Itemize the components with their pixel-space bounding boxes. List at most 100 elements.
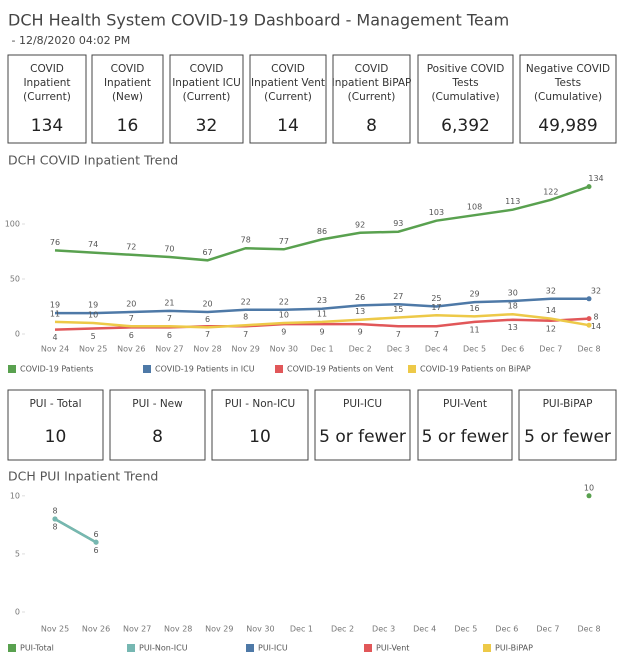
pui-label: PUI - New [132, 398, 183, 410]
data-label: 22 [279, 297, 289, 306]
kpi-label: Inpatient ICU [172, 77, 241, 89]
x-tick-label: Dec 6 [495, 625, 518, 634]
x-tick-label: Dec 8 [577, 345, 600, 354]
kpi-label: Inpatient [23, 77, 70, 89]
pui-value: 5 or fewer [319, 427, 406, 447]
pui-label: PUI-BiPAP [543, 398, 593, 410]
legend-swatch [364, 644, 372, 652]
point [52, 516, 58, 522]
x-tick-label: Dec 4 [425, 345, 448, 354]
pui-card [314, 389, 411, 461]
data-label: 9 [319, 328, 324, 337]
data-label: 20 [126, 300, 136, 309]
x-tick-label: Dec 2 [331, 625, 354, 634]
pui-value: 5 or fewer [422, 427, 509, 447]
kpi-card [249, 54, 327, 144]
kpi-value: 134 [31, 116, 63, 136]
pui-value: 8 [152, 427, 163, 447]
data-label: 20 [202, 300, 212, 309]
x-tick-label: Nov 28 [164, 625, 192, 634]
series-line [55, 297, 589, 315]
x-tick-label: Dec 1 [290, 625, 313, 634]
legend-label: COVID-19 Patients on BiPAP [420, 365, 531, 374]
pui-label: PUI-ICU [343, 398, 382, 410]
data-label: 23 [317, 296, 327, 305]
x-tick-label: Dec 1 [310, 345, 333, 354]
data-label: 27 [393, 292, 403, 301]
data-label: 7 [434, 330, 439, 339]
legend-swatch [143, 365, 151, 373]
kpi-label: COVID [190, 63, 224, 75]
kpi-label: Positive COVID [427, 63, 505, 75]
data-label: 8 [52, 507, 57, 516]
data-label: 8 [52, 523, 57, 532]
kpi-card [91, 54, 164, 144]
data-label: 7 [243, 330, 248, 339]
kpi-card [519, 54, 617, 144]
pui-card [211, 389, 309, 461]
point [93, 539, 99, 545]
kpi-value: 16 [117, 116, 139, 136]
kpi-card [7, 54, 87, 144]
chart-title: DCH PUI Inpatient Trend [8, 469, 158, 484]
x-tick-label: Nov 29 [232, 345, 260, 354]
legend-label: COVID-19 Patients on Vent [287, 365, 393, 374]
data-label: 22 [241, 297, 251, 306]
data-label: 7 [167, 314, 172, 323]
data-label: 9 [358, 328, 363, 337]
chart-title: DCH COVID Inpatient Trend [8, 153, 178, 168]
x-tick-label: Nov 24 [41, 345, 69, 354]
x-tick-label: Nov 26 [82, 625, 110, 634]
series-line [54, 312, 590, 329]
kpi-label: Inpatient Vent [251, 77, 325, 89]
kpi-label: COVID [30, 63, 64, 75]
pui-card [518, 389, 617, 461]
legend-swatch [127, 644, 135, 652]
legend-label: PUI-Total [20, 644, 54, 653]
point [586, 322, 592, 328]
data-label: 5 [91, 332, 96, 341]
kpi-label: COVID [111, 63, 145, 75]
legend-swatch [8, 365, 16, 373]
legend-label: PUI-Non-ICU [139, 644, 188, 653]
pui-label: PUI - Total [29, 398, 81, 410]
kpi-label: (Current) [23, 91, 71, 103]
data-label: 103 [429, 208, 444, 217]
kpi-value: 32 [196, 116, 218, 136]
data-label: 18 [508, 302, 518, 311]
point [586, 493, 592, 499]
kpi-value: 14 [277, 116, 299, 136]
data-label: 93 [393, 219, 403, 228]
kpi-label: (Cumulative) [534, 91, 602, 103]
x-tick-label: Dec 7 [539, 345, 562, 354]
y-tick-label: 10 [10, 491, 20, 500]
x-tick-label: Dec 3 [387, 345, 410, 354]
data-label: 74 [88, 240, 98, 249]
data-label: 11 [50, 309, 60, 318]
pui-value: 10 [249, 427, 271, 447]
data-label: 15 [393, 305, 403, 314]
data-label: 108 [467, 203, 482, 212]
y-tick-label: 0 [15, 608, 20, 617]
legend-swatch [246, 644, 254, 652]
data-label: 10 [88, 311, 98, 320]
data-label: 11 [317, 309, 327, 318]
data-label: 122 [543, 187, 558, 196]
data-label: 7 [205, 330, 210, 339]
data-label: 113 [505, 197, 520, 206]
legend-label: COVID-19 Patients [20, 365, 93, 374]
x-tick-label: Nov 25 [79, 345, 107, 354]
data-label: 6 [94, 530, 99, 539]
kpi-card [417, 54, 514, 144]
data-label: 6 [94, 546, 99, 555]
data-label: 86 [317, 227, 327, 236]
data-label: 7 [396, 330, 401, 339]
y-tick-label: 0 [15, 330, 20, 339]
kpi-label: Negative COVID [526, 63, 610, 75]
data-label: 6 [129, 331, 134, 340]
data-label: 29 [469, 290, 479, 299]
kpi-label: (Current) [264, 91, 312, 103]
pui-card [417, 389, 513, 461]
data-label: 77 [279, 237, 289, 246]
kpi-label: (Cumulative) [431, 91, 499, 103]
